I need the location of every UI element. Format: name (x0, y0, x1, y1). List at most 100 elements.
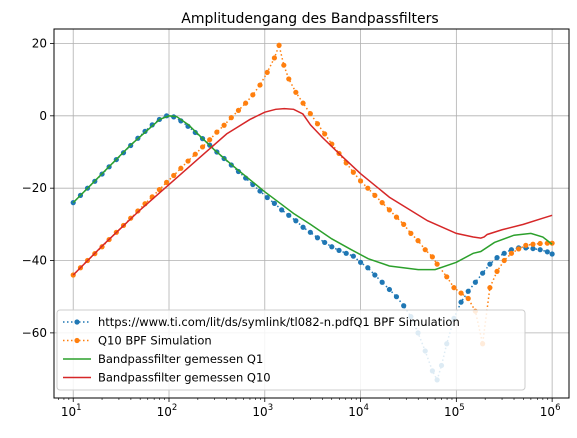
legend-label: Q10 BPF Simulation (98, 334, 212, 348)
data-point (315, 121, 320, 126)
data-point (509, 251, 514, 256)
series-1 (71, 43, 555, 347)
x-tick-label: 102 (157, 403, 178, 419)
data-point (214, 130, 219, 135)
data-point (351, 254, 356, 259)
series-2 (73, 116, 552, 270)
data-point (257, 82, 262, 87)
data-point (293, 90, 298, 95)
data-point (276, 43, 281, 48)
data-point (394, 215, 399, 220)
data-point (221, 123, 226, 128)
data-point (293, 218, 298, 223)
data-point (487, 285, 492, 290)
y-tick-label: 0 (39, 109, 47, 123)
data-point (538, 247, 543, 252)
data-point (545, 249, 550, 254)
x-tick-base: 10 (444, 405, 459, 419)
data-point (185, 158, 190, 163)
y-tick-label: 20 (32, 36, 47, 50)
y-tick-label: −60 (22, 326, 47, 340)
data-point (444, 274, 449, 279)
data-point (423, 247, 428, 252)
series-line (73, 116, 552, 270)
data-point (466, 289, 471, 294)
data-point (236, 108, 241, 113)
x-tick-exponent: 2 (172, 403, 177, 413)
data-point (480, 271, 485, 276)
data-point (387, 287, 392, 292)
data-point (358, 260, 363, 265)
data-point (380, 280, 385, 285)
chart-title: Amplitudengang des Bandpassfilters (181, 11, 438, 27)
series-line (73, 45, 552, 343)
data-point (435, 262, 440, 267)
data-point (351, 170, 356, 175)
data-point (401, 303, 406, 308)
data-point (365, 186, 370, 191)
data-point (530, 242, 535, 247)
x-tick-exponent: 3 (268, 403, 273, 413)
data-point (322, 240, 327, 245)
data-point (279, 207, 284, 212)
data-point (494, 255, 499, 260)
data-point (380, 200, 385, 205)
y-tick-label: −20 (22, 181, 47, 195)
data-point (394, 294, 399, 299)
data-point (300, 225, 305, 230)
legend-marker (74, 338, 79, 343)
data-point (329, 244, 334, 249)
data-point (207, 137, 212, 142)
data-point (315, 235, 320, 240)
data-point (286, 76, 291, 81)
legend-label: https://www.ti.com/lit/ds/symlink/tl082-… (98, 315, 460, 329)
x-tick-base: 10 (348, 405, 363, 419)
data-point (365, 265, 370, 270)
data-point (272, 201, 277, 206)
data-point (358, 178, 363, 183)
x-tick-exponent: 5 (459, 403, 464, 413)
data-point (272, 55, 277, 60)
data-point (178, 166, 183, 171)
data-point (538, 241, 543, 246)
data-point (265, 70, 270, 75)
data-point (458, 290, 463, 295)
x-tick-base: 10 (252, 405, 267, 419)
x-tick-label: 105 (444, 403, 465, 419)
data-point (401, 222, 406, 227)
data-point (308, 230, 313, 235)
data-point (372, 193, 377, 198)
data-point (322, 131, 327, 136)
x-tick-base: 10 (157, 405, 172, 419)
x-tick-base: 10 (61, 405, 76, 419)
x-tick-label: 106 (540, 403, 561, 419)
x-tick-base: 10 (540, 405, 555, 419)
data-point (408, 231, 413, 236)
data-point (372, 272, 377, 277)
y-axis: −60 −40 −20 0 20 (22, 36, 54, 339)
data-point (344, 251, 349, 256)
data-point (300, 101, 305, 106)
data-point (387, 207, 392, 212)
y-tick-label: −40 (22, 254, 47, 268)
data-point (171, 173, 176, 178)
data-point (281, 63, 286, 68)
data-point (415, 238, 420, 243)
data-point (286, 213, 291, 218)
data-point (466, 296, 471, 301)
data-point (243, 101, 248, 106)
x-tick-label: 103 (252, 403, 273, 419)
legend-label: Bandpassfilter gemessen Q10 (98, 371, 271, 385)
data-point (193, 152, 198, 157)
x-tick-exponent: 4 (363, 403, 368, 413)
x-tick-exponent: 6 (555, 403, 560, 413)
legend: https://www.ti.com/lit/ds/symlink/tl082-… (57, 310, 525, 390)
data-point (308, 111, 313, 116)
data-point (336, 248, 341, 253)
data-point (250, 92, 255, 97)
x-tick-exponent: 1 (76, 403, 81, 413)
x-tick-label: 101 (61, 403, 82, 419)
legend-label: Bandpassfilter gemessen Q1 (98, 352, 263, 366)
data-point (502, 251, 507, 256)
x-axis: 101 102 103 104 105 106 (58, 398, 560, 419)
